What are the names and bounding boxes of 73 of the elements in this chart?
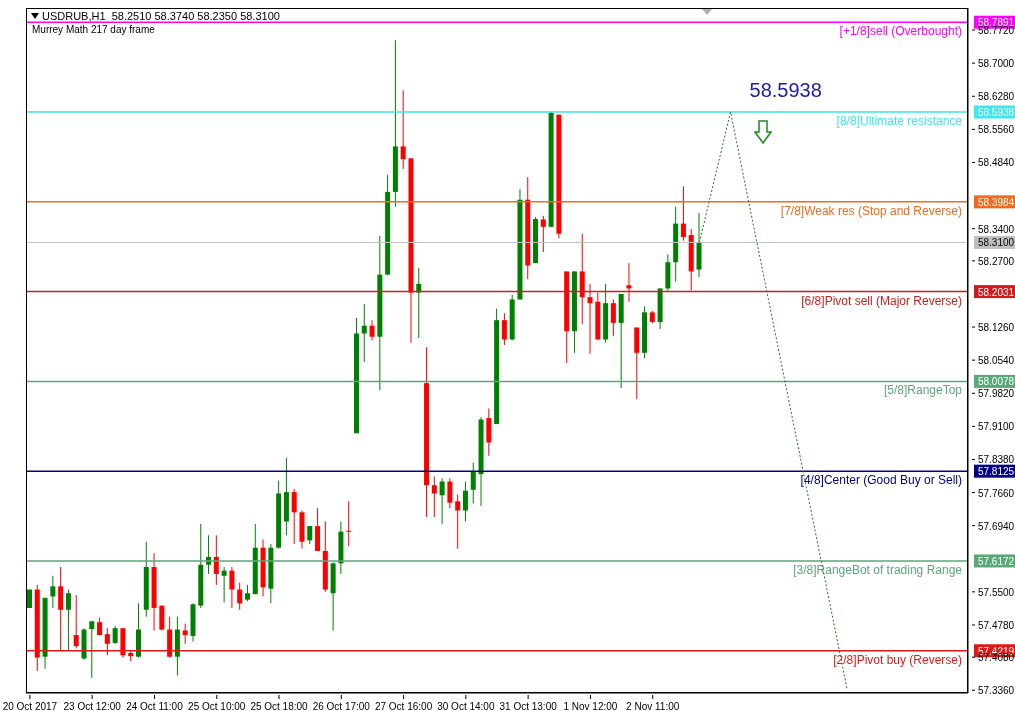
candlestick: [587, 283, 593, 355]
candlestick: [462, 481, 468, 523]
x-tick-label: 25 Oct 10:00: [188, 701, 246, 711]
ref-line-label: [5/8]RangeTop: [883, 383, 962, 398]
annotation: 58.5938: [749, 78, 822, 102]
y-tick-label: 57.3360: [978, 685, 1015, 697]
candlestick: [626, 262, 632, 303]
candlestick: [431, 475, 437, 518]
y-tick-label: 58.5938: [977, 106, 1015, 118]
candlestick: [89, 620, 95, 679]
candlestick: [501, 312, 507, 346]
y-tick-label: 57.6940: [978, 520, 1015, 532]
candlestick: [439, 477, 445, 525]
y-tick-label: 58.1260: [978, 322, 1015, 334]
candlestick: [291, 488, 297, 545]
candlestick: [104, 627, 110, 656]
candlestick: [361, 303, 367, 363]
y-tick-label: 57.9820: [978, 388, 1015, 400]
candlestick: [470, 462, 476, 505]
x-tick-label: 30 Oct 14:00: [437, 701, 495, 711]
ref-line-label: [6/8]Pivot sell (Major Reverse): [801, 293, 962, 308]
x-tick-label: 26 Oct 17:00: [312, 701, 371, 711]
candlestick: [229, 566, 235, 609]
ref-line-label: [3/8]RangeBot of trading Range: [793, 562, 962, 577]
y-tick-label: 57.4780: [978, 619, 1015, 631]
ref-line-label: [2/8]Pivot buy (Reverse): [833, 652, 962, 667]
y-tick-label: 57.6172: [977, 555, 1015, 567]
x-tick-label: 31 Oct 13:00: [499, 701, 558, 711]
candlestick: [447, 477, 453, 509]
x-tick-label: 25 Oct 18:00: [250, 701, 309, 711]
candlestick: [58, 566, 64, 652]
y-tick-label: 58.5560: [978, 124, 1015, 136]
candlestick: [221, 566, 227, 603]
y-tick-label: 58.3984: [977, 196, 1015, 208]
y-tick-label: 58.4840: [978, 157, 1015, 169]
text: Murrey Math 217 day frame: [32, 24, 155, 35]
x-tick-label: 2 Nov 11:00: [626, 701, 680, 711]
y-tick-label: 58.6280: [978, 91, 1015, 103]
y-tick-label: 58.0540: [978, 355, 1015, 367]
x-tick-label: 20 Oct 2017: [2, 701, 58, 711]
y-tick-label: 58.3100: [977, 237, 1015, 249]
candlestick: [540, 215, 546, 253]
candlestick: [369, 319, 375, 341]
candlestick: [680, 185, 686, 242]
x-tick-label: 1 Nov 12:00: [563, 701, 618, 711]
candlestick: [65, 589, 71, 652]
candlestick: [182, 623, 188, 645]
y-tick-label: 58.7000: [978, 58, 1015, 70]
candlestick: [400, 89, 406, 170]
candlestick: [610, 298, 616, 337]
y-tick-label: 57.8380: [978, 454, 1015, 466]
x-tick-label: 27 Oct 16:00: [374, 701, 433, 711]
candlestick: [455, 493, 461, 550]
chart-title: USDRUB,H1 58.2510 58.3740 58.2350 58.3100: [42, 10, 280, 22]
y-tick-label: 58.3400: [978, 223, 1015, 235]
y-tick-label: 57.8125: [977, 466, 1015, 478]
candlestick: [416, 267, 422, 339]
candlestick: [73, 594, 79, 649]
ref-line-label: [7/8]Weak res (Stop and Reverse): [780, 203, 962, 218]
x-tick-label: 24 Oct 11:00: [126, 701, 184, 711]
y-tick-label: 58.2700: [978, 255, 1015, 267]
ref-line-label: [+1/8]sell (Overbought): [839, 24, 962, 39]
y-tick-label: 57.9100: [978, 421, 1015, 433]
ref-line-label: [4/8]Center (Good Buy or Sell): [800, 473, 962, 488]
y-tick-label: 58.0078: [977, 376, 1015, 388]
candlestick: [50, 575, 56, 609]
candlestick: [346, 500, 352, 547]
y-tick-label: 57.7660: [978, 487, 1015, 499]
y-tick-label: 57.5500: [978, 586, 1015, 598]
ref-line-label: [8/8]Ultimate resistance: [836, 113, 962, 128]
candlestick: [237, 582, 243, 611]
x-tick-label: 23 Oct 12:00: [63, 701, 122, 711]
y-tick-label: 58.2031: [977, 286, 1015, 298]
